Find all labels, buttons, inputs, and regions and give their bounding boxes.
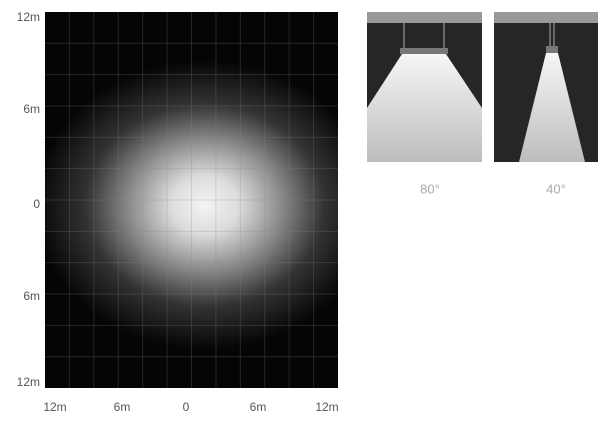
x-axis-label: 12m — [315, 400, 338, 414]
y-axis-label: 12m — [17, 10, 40, 24]
x-axis-label: 12m — [43, 400, 66, 414]
y-axis-label: 0 — [33, 197, 40, 211]
beam-40 — [494, 12, 598, 162]
x-axis-label: 6m — [250, 400, 267, 414]
beam-label: 40° — [546, 181, 566, 196]
grid — [45, 12, 338, 388]
beam-label: 80° — [420, 181, 440, 196]
light-distribution — [45, 12, 338, 388]
beam-80 — [367, 12, 482, 162]
y-axis-label: 12m — [17, 375, 40, 389]
y-axis-label: 6m — [23, 102, 40, 116]
x-axis-label: 0 — [183, 400, 190, 414]
x-axis-label: 6m — [114, 400, 131, 414]
y-axis-label: 6m — [23, 289, 40, 303]
